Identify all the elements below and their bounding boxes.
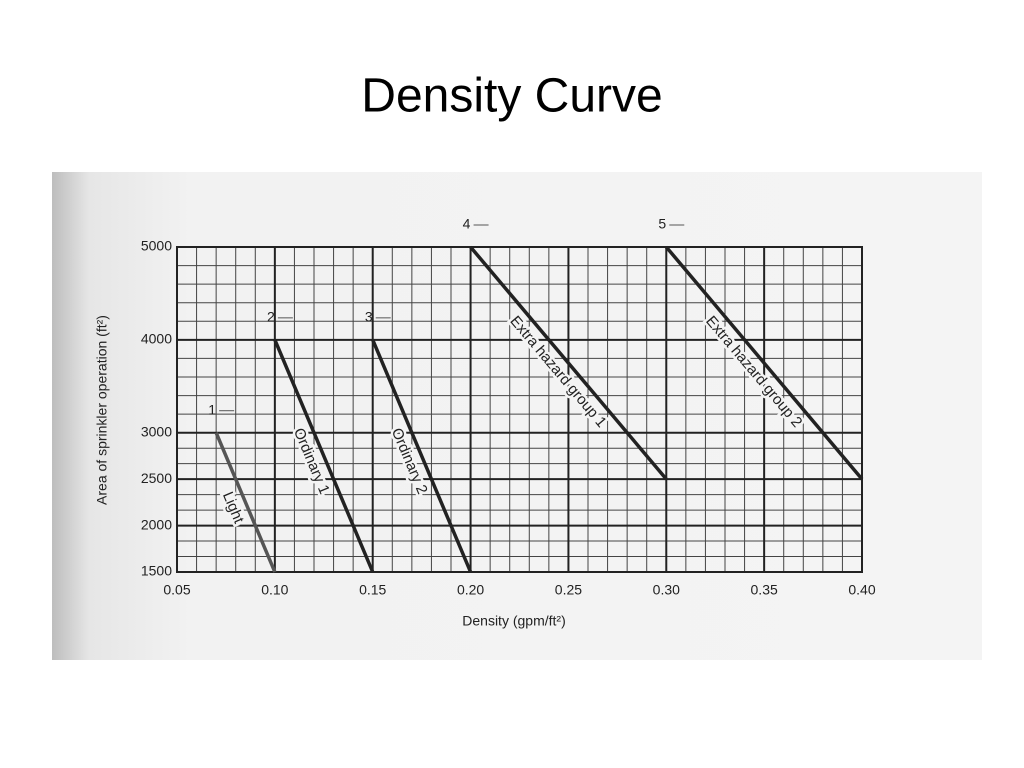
- series-line: [214, 432, 277, 573]
- y-tick-label: 4000: [141, 331, 172, 347]
- y-tick-label: 2000: [141, 516, 172, 532]
- y-tick-label: 1500: [141, 563, 172, 579]
- scan-background: [52, 172, 982, 660]
- y-tick-label: 2500: [141, 470, 172, 486]
- x-tick-label: 0.30: [653, 582, 680, 598]
- slide-title: Density Curve: [361, 70, 662, 123]
- series-number: 5: [658, 216, 666, 232]
- x-tick-label: 0.15: [359, 582, 386, 598]
- x-axis-label: Density (gpm/ft²): [462, 613, 565, 629]
- x-tick-label: 0.35: [751, 582, 778, 598]
- series-number: 2: [267, 309, 275, 325]
- y-tick-label: 5000: [141, 238, 172, 254]
- y-axis-label: Area of sprinkler operation (ft²): [94, 315, 110, 505]
- series-number: 4: [463, 216, 471, 232]
- y-tick-label: 3000: [141, 423, 172, 439]
- x-tick-label: 0.05: [163, 582, 190, 598]
- series-line: [664, 245, 864, 481]
- series-number: 1: [208, 401, 216, 417]
- series-line: [371, 339, 473, 573]
- x-tick-label: 0.20: [457, 582, 484, 598]
- plot-frame: [176, 246, 863, 573]
- x-tick-label: 0.40: [848, 582, 875, 598]
- x-tick-label: 0.10: [261, 582, 288, 598]
- series-line: [469, 245, 668, 481]
- series-number: 3: [365, 309, 373, 325]
- x-tick-label: 0.25: [555, 582, 582, 598]
- series-line: [273, 339, 375, 573]
